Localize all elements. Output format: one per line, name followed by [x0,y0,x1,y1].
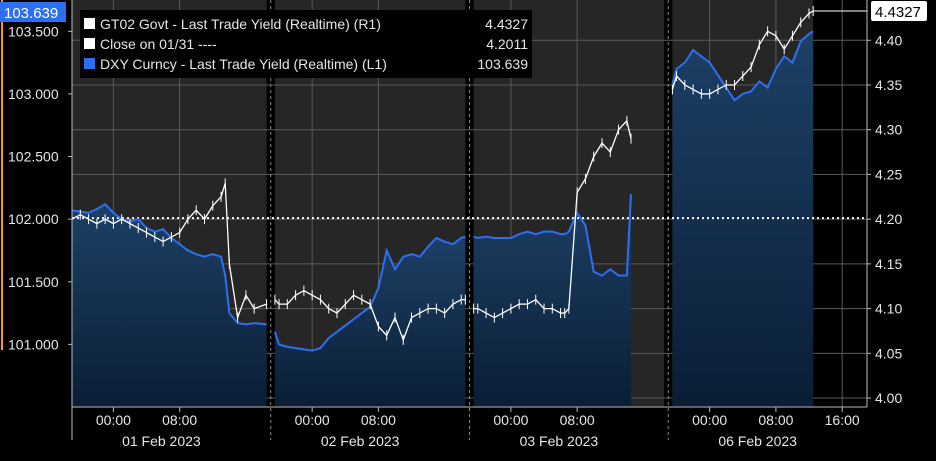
series-lines [72,6,814,352]
right-tick-label-7: 4.35 [875,77,902,93]
left-tick-label-0: 101.000 [8,336,59,352]
right-tick-label-8: 4.40 [875,32,902,48]
x-tick-label-7: 08:00 [758,412,793,428]
legend-entry-gt02[interactable]: GT02 Govt - Last Trade Yield (Realtime) … [80,14,532,34]
right-current-label: 4.4327 [875,4,921,21]
legend-entry-close[interactable]: Close on 01/31 ---- 4.2011 [80,34,532,54]
dxy-area-segment-2 [473,194,631,407]
day-label-3: 06 Feb 2023 [718,433,797,449]
left-tick-label-3: 102.500 [8,149,59,165]
legend-swatch-dxy [84,58,95,69]
left-tick-label-1: 101.500 [8,274,59,290]
dxy-area-segment-1 [274,236,466,407]
right-tick-label-4: 4.20 [875,211,902,227]
left-tick-label-2: 102.000 [8,211,59,227]
legend-label-close: Close on 01/31 ---- [100,36,217,52]
gt02-line-segment-2 [473,119,632,319]
legend-swatch-close [84,38,95,49]
legend-value-close: 4.2011 [486,36,528,52]
right-tick-label-5: 4.25 [875,166,902,182]
x-axis-ticks: 00:00 08:00 00:00 08:00 00:00 08:00 00:00 08:00… [96,407,860,449]
legend-entry-dxy[interactable]: DXY Curncy - Last Trade Yield (Realtime)… [80,54,532,74]
x-tick-label-1: 08:00 [162,412,197,428]
legend-value-gt02: 4.4327 [485,16,528,32]
dxy-line-segment-3 [671,30,814,102]
right-tick-label-1: 4.05 [875,345,902,361]
right-tick-label-3: 4.15 [875,256,902,272]
legend-swatch-gt02 [84,18,95,29]
right-axis-ticks: 4.00 4.05 4.10 4.15 4.20 4.25 4.30 4.35 4.40 [867,32,902,406]
x-tick-label-6: 00:00 [692,412,727,428]
left-tick-label-5: 103.500 [8,23,59,39]
day-label-0: 01 Feb 2023 [122,433,201,449]
day-label-2: 03 Feb 2023 [520,433,599,449]
value-badges: 103.639 4.4327 [0,1,927,22]
left-current-label: 103.639 [4,5,58,22]
x-tick-label-5: 08:00 [560,412,595,428]
right-tick-label-0: 4.00 [875,390,902,406]
x-tick-label-2: 00:00 [295,412,330,428]
left-tick-label-4: 103.000 [8,86,59,102]
legend: GT02 Govt - Last Trade Yield (Realtime) … [80,10,532,78]
axes [1,0,868,440]
left-axis-ticks: 101.000 101.500 102.000 102.500 103.000 103.5… [8,23,72,352]
x-tick-label-0: 00:00 [96,412,131,428]
x-tick-label-4: 00:00 [493,412,528,428]
dxy-area-segment-0 [72,204,267,407]
x-tick-label-3: 08:00 [361,412,396,428]
left-current-badge [0,2,66,22]
right-current-badge [871,1,927,22]
right-tick-label-6: 4.30 [875,122,902,138]
legend-value-dxy: 103.639 [477,56,528,72]
legend-label-gt02: GT02 Govt - Last Trade Yield (Realtime) … [100,16,381,32]
x-tick-label-8: 16:00 [825,412,860,428]
legend-label-dxy: DXY Curncy - Last Trade Yield (Realtime)… [100,56,387,72]
day-label-1: 02 Feb 2023 [321,433,400,449]
dxy-line-segment-2 [473,194,632,277]
right-tick-label-2: 4.10 [875,301,902,317]
